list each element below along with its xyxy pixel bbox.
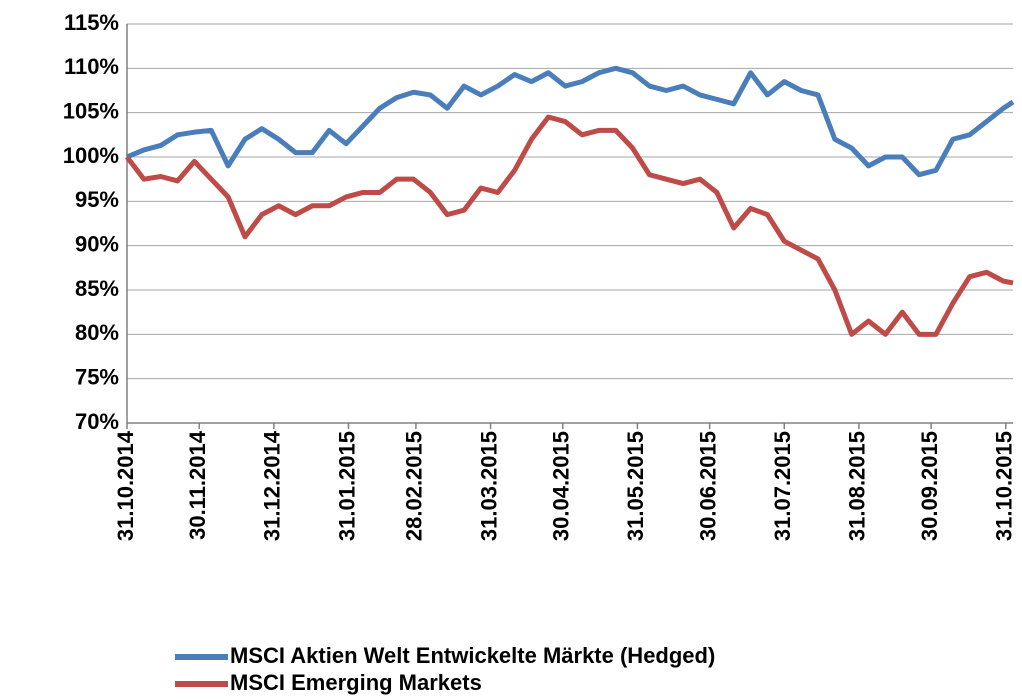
x-tick-label: 28.02.2015 xyxy=(402,431,427,541)
y-tick-label: 105% xyxy=(63,98,119,123)
y-tick-label: 70% xyxy=(75,409,119,434)
y-tick-label: 80% xyxy=(75,320,119,345)
y-tick-label: 110% xyxy=(64,54,119,79)
x-tick-label: 30.04.2015 xyxy=(549,431,574,541)
y-tick-label: 90% xyxy=(75,231,119,256)
x-tick-label: 31.03.2015 xyxy=(476,431,501,541)
x-tick-label: 30.09.2015 xyxy=(917,431,942,541)
legend-label: MSCI Emerging Markets xyxy=(230,670,482,695)
y-tick-label: 95% xyxy=(75,187,119,212)
x-tick-label: 31.07.2015 xyxy=(770,431,795,541)
y-tick-label: 100% xyxy=(63,143,119,168)
x-tick-label: 31.12.2014 xyxy=(260,430,285,541)
x-tick-label: 30.11.2014 xyxy=(185,430,210,540)
series-line xyxy=(126,65,1015,178)
y-tick-label: 85% xyxy=(75,276,119,301)
x-tick-label: 30.06.2015 xyxy=(695,431,720,541)
legend-label: MSCI Aktien Welt Entwickelte Märkte (Hed… xyxy=(230,643,715,668)
x-tick-label: 31.05.2015 xyxy=(623,431,648,541)
x-tick-label: 31.08.2015 xyxy=(845,431,870,541)
series-line xyxy=(125,114,1014,337)
x-tick-label: 31.10.2014 xyxy=(113,430,138,541)
y-tick-label: 75% xyxy=(75,364,119,389)
x-tick-label: 31.01.2015 xyxy=(334,431,359,541)
x-tick-label: 31.10.2015 xyxy=(992,431,1017,541)
y-tick-label: 115% xyxy=(64,10,119,35)
